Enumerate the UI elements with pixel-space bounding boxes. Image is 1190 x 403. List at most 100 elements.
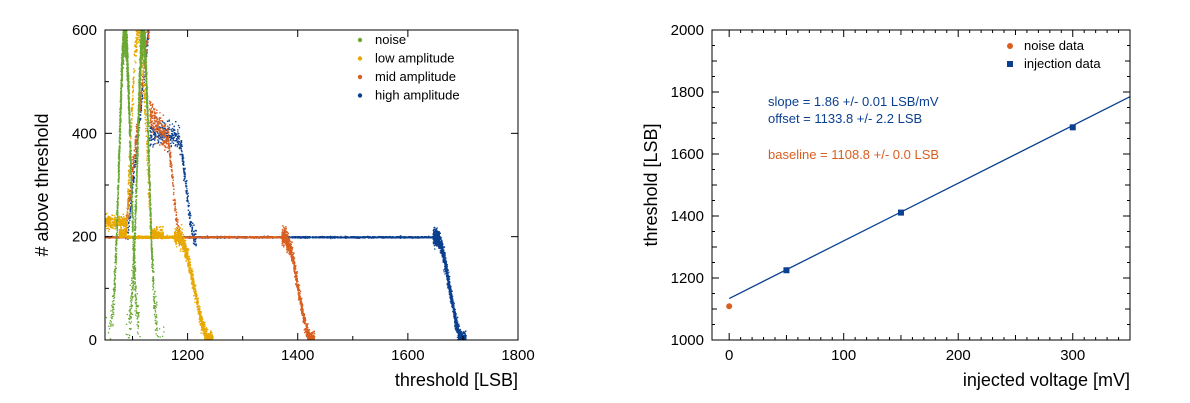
scatter-point	[155, 134, 157, 136]
scatter-point	[460, 333, 463, 336]
scatter-point	[464, 345, 465, 346]
scatter-point	[154, 131, 156, 134]
scatter-point	[463, 341, 464, 342]
scatter-point	[163, 122, 165, 124]
scatter-point	[396, 237, 398, 239]
scatter-point	[464, 344, 465, 345]
scatter-point	[463, 344, 464, 345]
scatter-point	[171, 141, 173, 143]
scatter-point	[444, 267, 446, 269]
scatter-point	[167, 151, 169, 153]
scatter-point	[134, 159, 136, 161]
scatter-point	[159, 136, 161, 138]
scatter-point	[454, 325, 456, 328]
scatter-point	[465, 345, 466, 346]
scatter-point	[156, 116, 158, 118]
scatter-point	[174, 134, 176, 136]
scatter-point	[451, 295, 453, 297]
scatter-point	[193, 233, 195, 236]
scatter-point	[138, 121, 140, 123]
scatter-point	[440, 247, 442, 249]
scatter-point	[465, 343, 466, 344]
scatter-point	[178, 127, 181, 129]
scatter-point	[465, 346, 466, 347]
scatter-point	[149, 21, 150, 22]
scatter-point	[465, 343, 466, 344]
scatter-point	[465, 345, 466, 346]
scatter-point	[444, 257, 446, 259]
scatter-point	[458, 334, 460, 336]
scatter-point	[158, 138, 160, 140]
scatter-point	[456, 328, 459, 330]
scatter-point	[465, 346, 466, 347]
scatter-point	[462, 342, 463, 343]
scatter-point	[185, 185, 188, 188]
scatter-point	[465, 341, 466, 342]
scatter-point	[157, 139, 159, 141]
scatter-point	[133, 177, 135, 179]
scatter-point	[194, 238, 197, 240]
scatter-point	[151, 138, 153, 141]
scatter-point	[463, 345, 464, 346]
scatter-point	[441, 244, 444, 246]
scatter-point	[462, 342, 463, 343]
scatter-point	[403, 237, 405, 239]
scatter-point	[179, 142, 181, 144]
scatter-point	[461, 341, 462, 342]
scatter-point	[462, 342, 463, 343]
scatter-point	[456, 324, 459, 327]
scatter-point	[187, 213, 190, 215]
scatter-point	[455, 329, 457, 331]
scatter-point	[180, 147, 182, 150]
scatter-point	[147, 37, 149, 39]
scatter-point	[437, 240, 439, 242]
scatter-point	[182, 164, 185, 166]
scatter-point	[186, 179, 188, 182]
scatter-point	[458, 330, 460, 332]
scatter-point	[236, 237, 238, 239]
scatter-point	[465, 344, 466, 345]
scatter-point	[437, 241, 439, 243]
scatter-point	[388, 237, 390, 239]
scatter-point	[433, 228, 435, 231]
scatter-point	[464, 343, 465, 344]
scatter-point	[463, 343, 464, 344]
scatter-point	[132, 180, 135, 182]
scatter-point	[464, 344, 465, 345]
scatter-point	[461, 348, 462, 349]
scatter-point	[149, 20, 150, 21]
scatter-point	[184, 174, 187, 176]
scatter-point	[191, 233, 193, 236]
scatter-point	[181, 145, 183, 147]
scatter-point	[460, 341, 461, 342]
scatter-point	[185, 184, 187, 187]
scatter-point	[154, 137, 156, 139]
scatter-point	[185, 190, 187, 192]
scatter-point	[457, 338, 459, 340]
scatter-point	[462, 341, 463, 342]
scatter-point	[175, 135, 177, 137]
scatter-point	[462, 346, 463, 347]
scatter-point	[179, 153, 181, 156]
scatter-point	[443, 257, 445, 259]
scatter-point	[459, 341, 460, 342]
scatter-point	[183, 179, 185, 182]
scatter-point	[435, 235, 437, 237]
scatter-point	[446, 284, 449, 286]
scatter-point	[170, 130, 173, 132]
scatter-point	[178, 138, 180, 140]
scatter-point	[464, 350, 465, 351]
scatter-point	[182, 156, 184, 158]
scatter-point	[160, 138, 162, 141]
scatter-point	[178, 143, 180, 146]
scatter-point	[167, 135, 169, 137]
scatter-point	[464, 341, 465, 342]
scatter-point	[463, 341, 464, 342]
scatter-point	[465, 343, 466, 344]
scatter-point	[436, 227, 438, 229]
scatter-point	[444, 265, 447, 267]
scatter-point	[463, 346, 464, 347]
scatter-point	[132, 179, 134, 181]
scatter-point	[189, 225, 192, 228]
scatter-point	[186, 193, 188, 195]
